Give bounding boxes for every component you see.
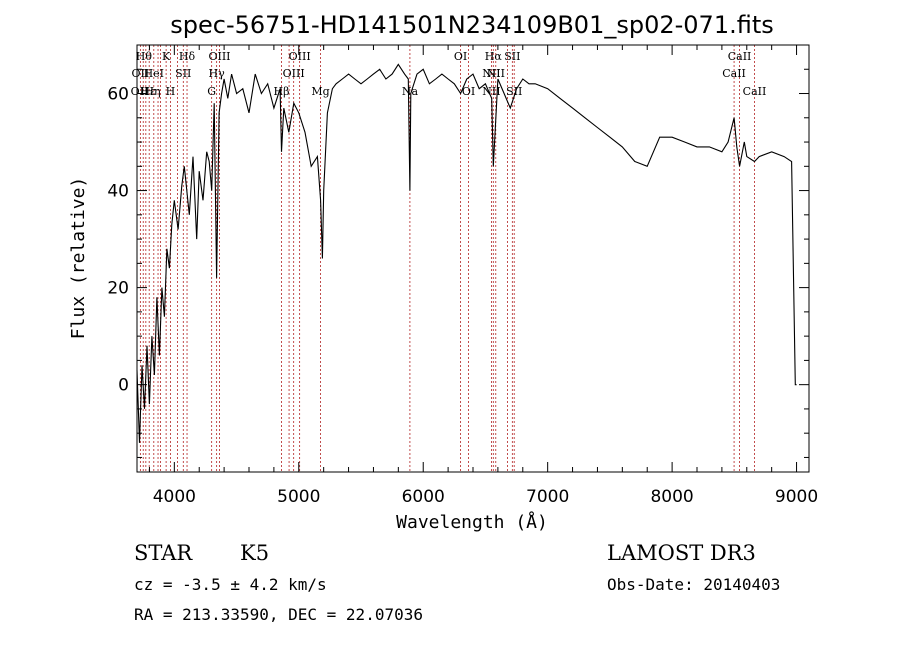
line-markers [139, 45, 755, 472]
redshift-cz: cz = -3.5 ± 4.2 km/s [134, 575, 327, 594]
line-label-label_row3-3: H [166, 85, 176, 98]
line-label-label_row1-8: CaII [728, 50, 752, 63]
y-tick-label-0: 0 [118, 376, 129, 396]
x-axis: 4000 5000 6000 7000 8000 9000 [148, 45, 818, 507]
x-tick-label-2: 6000 [402, 487, 445, 507]
x-tick-label-4: 8000 [650, 487, 693, 507]
line-label-label_row3-10: SII [506, 85, 522, 98]
flux-series-line [136, 63, 797, 443]
x-tick-label-5: 9000 [775, 487, 818, 507]
line-label-label_row3-6: Mg [311, 85, 329, 98]
line-label-label_row1-1: K [162, 50, 171, 63]
line-label-label_row1-6: Hα [485, 50, 503, 63]
coordinates: RA = 213.33590, DEC = 22.07036 [134, 605, 423, 624]
line-label-label_row3-4: G [207, 85, 216, 98]
y-axis: 0 20 40 60 [107, 44, 809, 458]
line-label-label_row3-0: OII [131, 85, 149, 98]
y-tick-label-3: 60 [107, 85, 129, 105]
survey-name: LAMOST DR3 [607, 541, 756, 565]
chart-title: spec-56751-HD141501N234109B01_sp02-071.f… [170, 11, 774, 39]
line-label-label_row2-1: HeI [144, 67, 164, 80]
line-label-label_row1-3: OIII [208, 50, 230, 63]
line-label-label_row2-4: OIII [283, 67, 305, 80]
y-tick-label-1: 20 [107, 279, 129, 299]
subclass: K5 [240, 541, 270, 565]
line-label-label_row1-4: OIII [289, 50, 311, 63]
x-tick-label-0: 4000 [153, 487, 196, 507]
line-label-label_row1-7: SII [504, 50, 520, 63]
observation-date: Obs-Date: 20140403 [607, 575, 781, 594]
line-label-label_row2-2: SII [175, 67, 191, 80]
line-label-label_row2-6: NII [487, 67, 505, 80]
x-tick-label-3: 7000 [526, 487, 569, 507]
line-label-label_row1-5: OI [454, 50, 467, 63]
line-label-label_row3-11: CaII [743, 85, 767, 98]
line-label-label_row2-5: NII [482, 67, 500, 80]
line-label-label_row2-0: OII [132, 67, 150, 80]
line-label-label_row1-0: Hθ [136, 50, 153, 63]
line-label-label_row2-3: Hγ [209, 67, 226, 80]
line-label-label_row3-1: Hε [140, 85, 156, 98]
line-label-label_row3-2: Hη [144, 85, 160, 98]
x-tick-label-1: 5000 [277, 487, 320, 507]
line-label-label_row3-7: Na [402, 85, 419, 98]
line-label-label_row1-2: Hδ [179, 50, 196, 63]
y-axis-label: Flux (relative) [68, 177, 89, 340]
plot-frame [136, 44, 810, 473]
line-label-label_row3-5: Hβ [274, 85, 290, 98]
x-axis-label: Wavelength (Å) [396, 511, 548, 533]
line-label-label_row3-8: OI [462, 85, 475, 98]
y-tick-label-2: 40 [107, 182, 129, 202]
line-label-label_row2-7: CaII [722, 67, 746, 80]
object-class: STAR [134, 541, 193, 565]
